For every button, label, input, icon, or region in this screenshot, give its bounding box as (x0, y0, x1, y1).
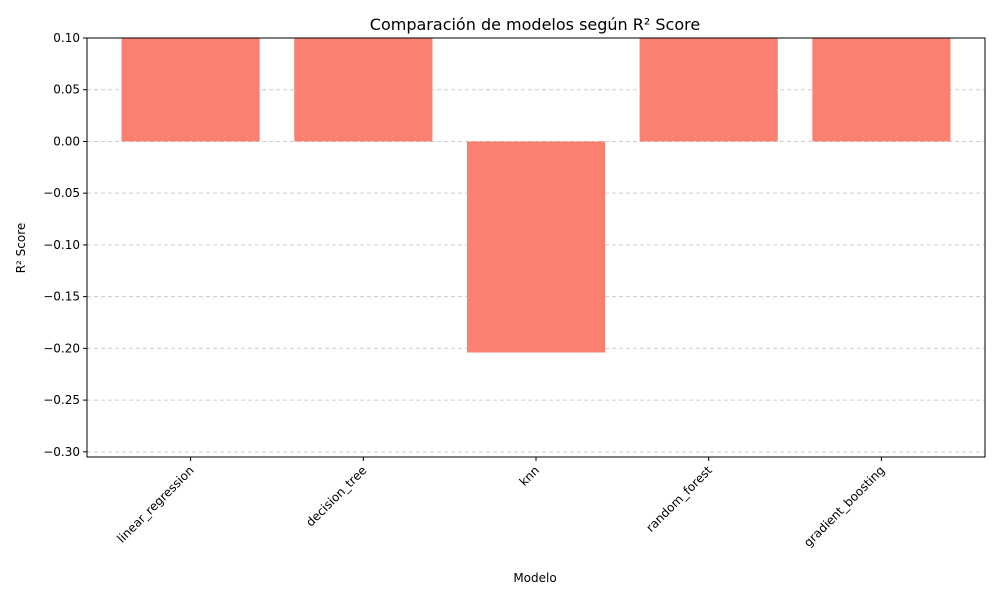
x-axis-label: Modelo (513, 571, 556, 585)
y-tick-label: −0.05 (43, 186, 80, 200)
y-axis-label: R² Score (14, 223, 28, 274)
y-tick-label: 0.00 (53, 134, 80, 148)
y-axis-ticks: 0.10 0.05 0.00 −0.05 −0.10 −0.15 −0.20 −0.25 −0.… (43, 31, 87, 459)
y-tick-label: −0.10 (43, 238, 80, 252)
x-tick-label: gradient_boosting (801, 463, 888, 550)
bar-linear-regression (121, 38, 260, 142)
bar-knn (466, 141, 606, 353)
y-tick-label: 0.05 (53, 83, 80, 97)
bar-decision-tree (294, 38, 433, 142)
y-tick-label: −0.25 (43, 393, 80, 407)
y-tick-label: −0.30 (43, 445, 80, 459)
x-tick-label: linear_regression (114, 463, 196, 545)
bar-gradient-boosting (812, 38, 951, 142)
bars (121, 38, 951, 353)
y-tick-label: 0.10 (53, 31, 80, 45)
x-tick-label: knn (517, 463, 543, 489)
y-tick-label: −0.20 (43, 341, 80, 355)
x-tick-label: random_forest (643, 463, 715, 535)
bar-random-forest (639, 38, 778, 142)
x-axis-ticks: linear_regression decision_tree knn random_… (114, 457, 888, 550)
y-tick-label: −0.15 (43, 290, 80, 304)
chart-title: Comparación de modelos según R² Score (370, 15, 700, 34)
x-tick-label: decision_tree (303, 463, 369, 529)
